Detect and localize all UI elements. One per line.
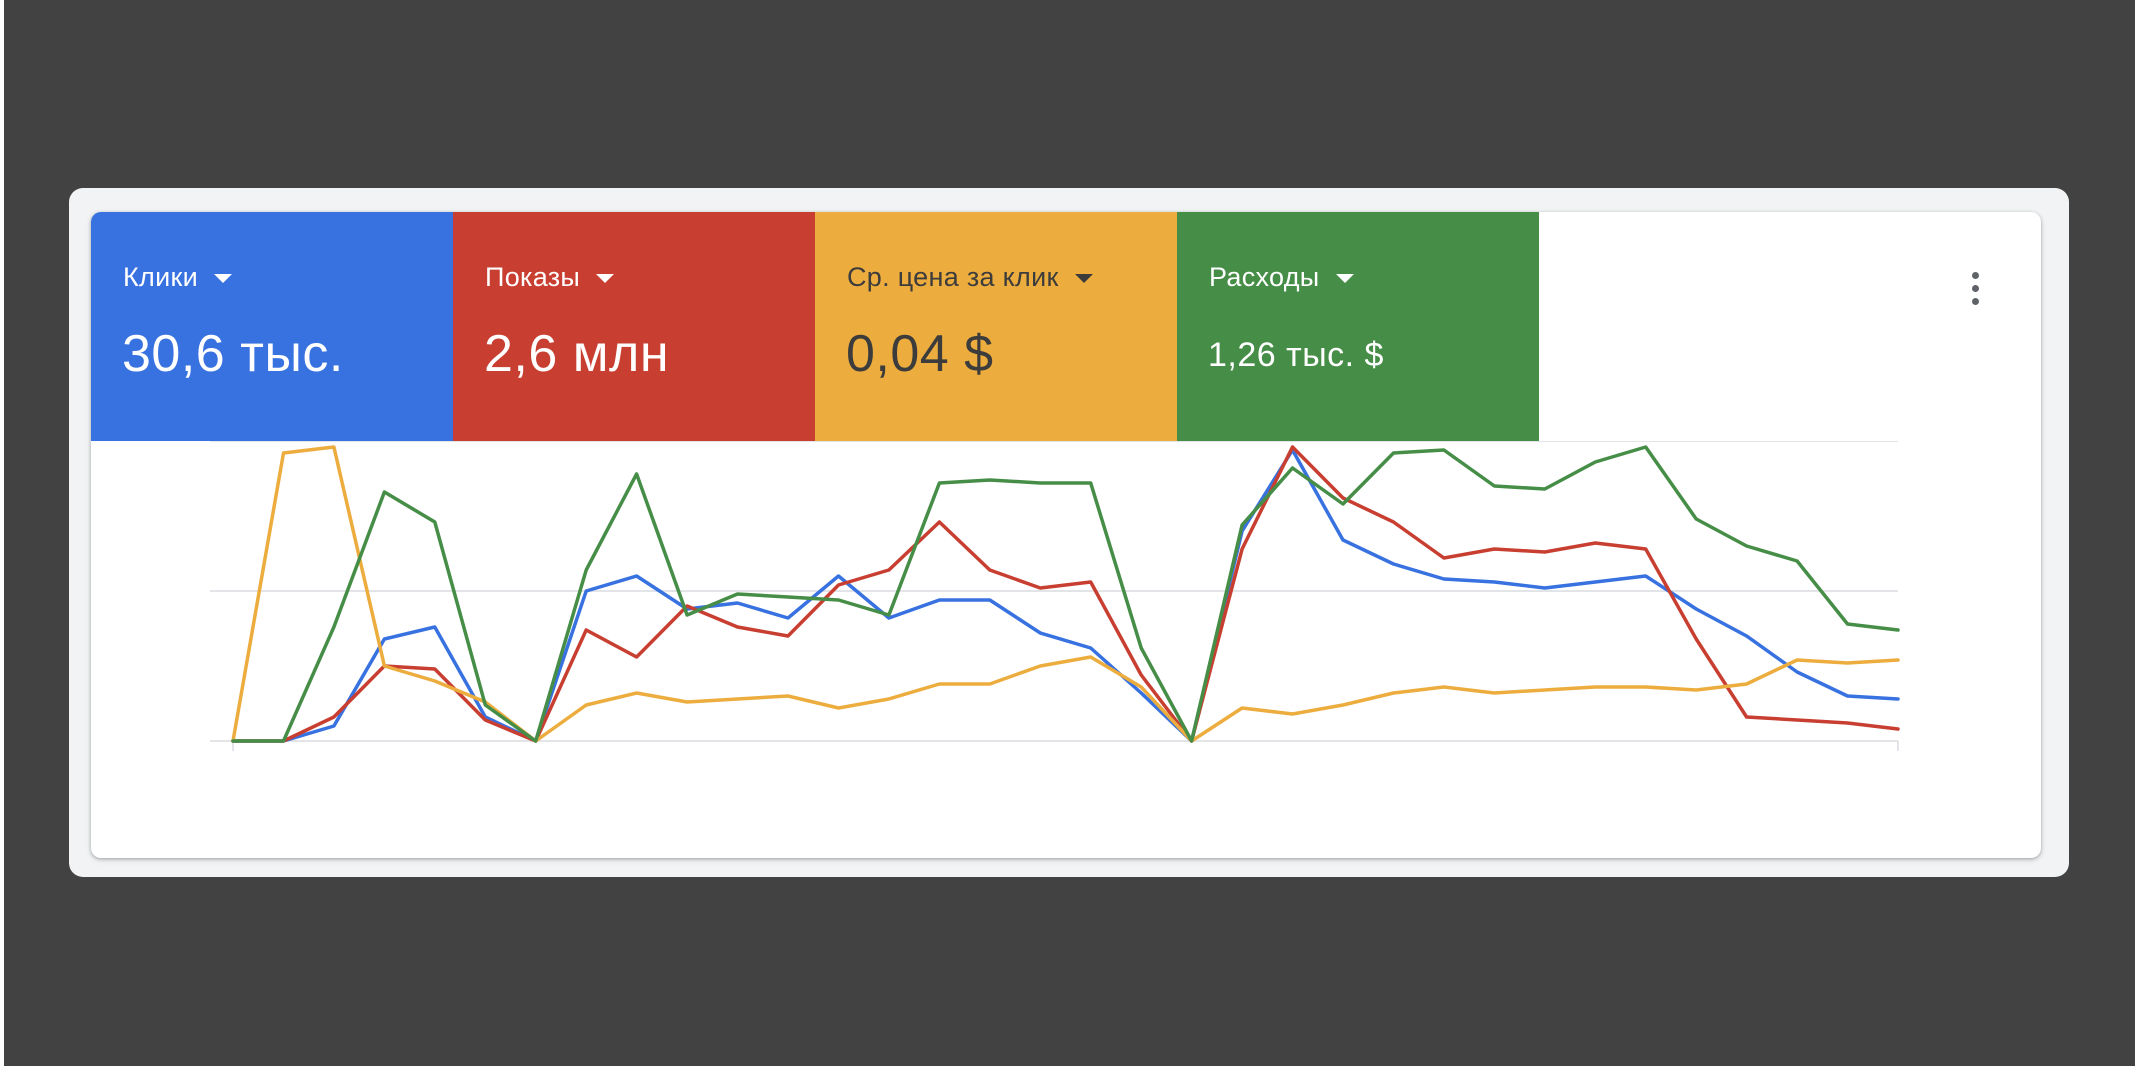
metric-value: 2,6 млн (484, 325, 670, 383)
metric-selector[interactable]: Ср. цена за клик (847, 262, 1093, 293)
metric-selector[interactable]: Расходы (1209, 262, 1354, 293)
metric-label: Ср. цена за клик (847, 262, 1059, 292)
cost-series-line (231, 445, 1900, 743)
more-vert-icon-dot (1971, 284, 1979, 292)
more-options-button[interactable] (1961, 264, 1989, 312)
metric-value: 0,04 $ (846, 325, 994, 383)
metric-label: Клики (123, 262, 198, 292)
more-vert-icon (1971, 271, 1979, 279)
metric-value: 1,26 тыс. $ (1208, 336, 1384, 374)
performance-card: Клики 30,6 тыс. Показы 2,6 млн Ср. цена … (91, 212, 2041, 858)
dropdown-arrow-icon (1335, 274, 1354, 283)
metric-tile-impressions[interactable]: Показы 2,6 млн (453, 212, 815, 441)
performance-line-chart (210, 441, 1900, 751)
dropdown-arrow-icon (596, 274, 615, 283)
impressions-series-line (231, 445, 1900, 743)
metric-selector[interactable]: Показы (485, 262, 615, 293)
metric-label: Показы (485, 262, 581, 292)
metric-tiles: Клики 30,6 тыс. Показы 2,6 млн Ср. цена … (91, 212, 1539, 441)
metric-tile-clicks[interactable]: Клики 30,6 тыс. (91, 212, 453, 441)
metric-tile-cost[interactable]: Расходы 1,26 тыс. $ (1177, 212, 1539, 441)
metric-label: Расходы (1209, 262, 1320, 292)
metric-value: 30,6 тыс. (122, 325, 344, 383)
more-vert-icon-dot (1971, 297, 1979, 305)
dropdown-arrow-icon (213, 274, 232, 283)
dropdown-arrow-icon (1074, 274, 1093, 283)
metric-tile-avg-cpc[interactable]: Ср. цена за клик 0,04 $ (815, 212, 1177, 441)
metric-selector[interactable]: Клики (123, 262, 232, 293)
